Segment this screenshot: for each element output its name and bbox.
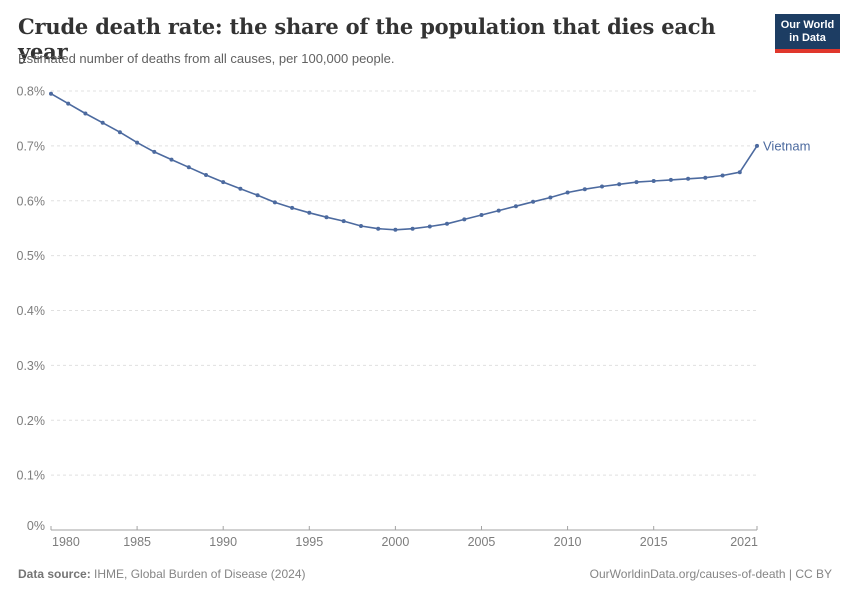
data-point-vietnam-2010[interactable] (565, 190, 570, 195)
data-point-vietnam-2015[interactable] (651, 179, 656, 183)
x-tick-label-1985: 1985 (123, 535, 151, 549)
chart-subtitle: Estimated number of deaths from all caus… (18, 51, 395, 66)
owid-logo-line1: Our World (780, 19, 835, 31)
attribution-link[interactable]: OurWorldinData.org/causes-of-death | CC … (589, 567, 832, 581)
data-point-vietnam-2012[interactable] (600, 184, 604, 189)
data-point-vietnam-2020[interactable] (737, 170, 742, 175)
data-point-vietnam-2002[interactable] (427, 224, 432, 229)
y-tick-label-0.3%: 0.3% (17, 359, 46, 373)
x-tick-label-1990: 1990 (209, 535, 237, 549)
owid-logo: Our World in Data (775, 14, 840, 53)
y-tick-label-0.4%: 0.4% (17, 304, 46, 318)
line-chart: 0% 0.1% 0.2% 0.3% 0.4% 0.5% 0.6% 0.7% 0.8% 1980 19… (17, 85, 811, 550)
data-point-vietnam-2021[interactable] (755, 143, 759, 148)
y-tick-label-0.7%: 0.7% (17, 139, 46, 153)
y-tick-label-0%: 0% (27, 519, 45, 533)
data-point-vietnam-1986[interactable] (152, 149, 157, 154)
data-point-vietnam-2003[interactable] (445, 221, 449, 226)
data-point-vietnam-1984[interactable] (117, 130, 122, 135)
data-point-vietnam-2008[interactable] (531, 199, 536, 204)
x-tick-label-2000: 2000 (381, 535, 409, 549)
owid-logo-line2: in Data (789, 32, 826, 44)
data-point-vietnam-1990[interactable] (221, 180, 226, 185)
series-line-vietnam[interactable] (50, 92, 758, 231)
chart-title: Crude death rate: the share of the popul… (18, 14, 716, 64)
data-point-vietnam-2016[interactable] (668, 177, 673, 182)
x-tick-label-2021: 2021 (730, 535, 758, 549)
data-point-vietnam-1982[interactable] (83, 111, 88, 116)
data-point-vietnam-2017[interactable] (686, 176, 691, 181)
data-point-vietnam-2009[interactable] (548, 195, 553, 200)
data-point-vietnam-2011[interactable] (582, 187, 587, 192)
data-point-vietnam-1989[interactable] (204, 173, 208, 177)
x-tick-label-1980: 1980 (52, 535, 80, 549)
data-source-label: Data source: (18, 567, 91, 581)
x-tick-label-2005: 2005 (468, 535, 496, 549)
data-point-vietnam-1985[interactable] (135, 140, 140, 145)
data-point-vietnam-1997[interactable] (341, 219, 346, 224)
data-point-vietnam-2001[interactable] (410, 226, 415, 231)
data-point-vietnam-2005[interactable] (479, 213, 484, 217)
data-source-text: IHME, Global Burden of Disease (2024) (94, 567, 306, 581)
chart-footer: Data source: IHME, Global Burden of Dise… (18, 567, 832, 581)
data-point-vietnam-1987[interactable] (169, 157, 174, 162)
y-tick-label-0.8%: 0.8% (17, 85, 46, 99)
data-point-vietnam-2007[interactable] (513, 204, 518, 209)
series-end-label-vietnam[interactable]: Vietnam (763, 138, 810, 153)
data-point-vietnam-2014[interactable] (634, 180, 639, 185)
data-point-vietnam-1988[interactable] (186, 165, 191, 170)
data-point-vietnam-2006[interactable] (496, 208, 501, 213)
y-tick-label-0.2%: 0.2% (17, 414, 46, 428)
y-tick-label-0.1%: 0.1% (17, 469, 46, 483)
data-point-vietnam-1998[interactable] (359, 224, 363, 228)
data-point-vietnam-2019[interactable] (720, 173, 725, 178)
data-point-vietnam-1999[interactable] (376, 226, 381, 231)
y-tick-label-0.6%: 0.6% (17, 194, 46, 208)
data-point-vietnam-2018[interactable] (703, 175, 708, 180)
data-source: Data source: IHME, Global Burden of Dise… (18, 567, 305, 581)
data-point-vietnam-1981[interactable] (66, 101, 71, 106)
data-point-vietnam-1992[interactable] (255, 193, 260, 198)
data-point-vietnam-1994[interactable] (290, 205, 295, 210)
data-point-vietnam-2013[interactable] (617, 182, 622, 187)
y-tick-label-0.5%: 0.5% (17, 249, 46, 263)
data-point-vietnam-1993[interactable] (272, 200, 277, 205)
x-tick-label-1995: 1995 (295, 535, 323, 549)
data-point-vietnam-2000[interactable] (393, 227, 398, 232)
data-point-vietnam-1991[interactable] (238, 186, 243, 191)
data-point-vietnam-1996[interactable] (324, 215, 329, 220)
data-point-vietnam-1995[interactable] (307, 210, 312, 215)
x-tick-label-2015: 2015 (640, 535, 668, 549)
data-point-vietnam-1983[interactable] (100, 120, 105, 125)
data-point-vietnam-2004[interactable] (462, 217, 467, 222)
x-tick-label-2010: 2010 (554, 535, 582, 549)
data-point-vietnam-1980[interactable] (49, 91, 53, 96)
